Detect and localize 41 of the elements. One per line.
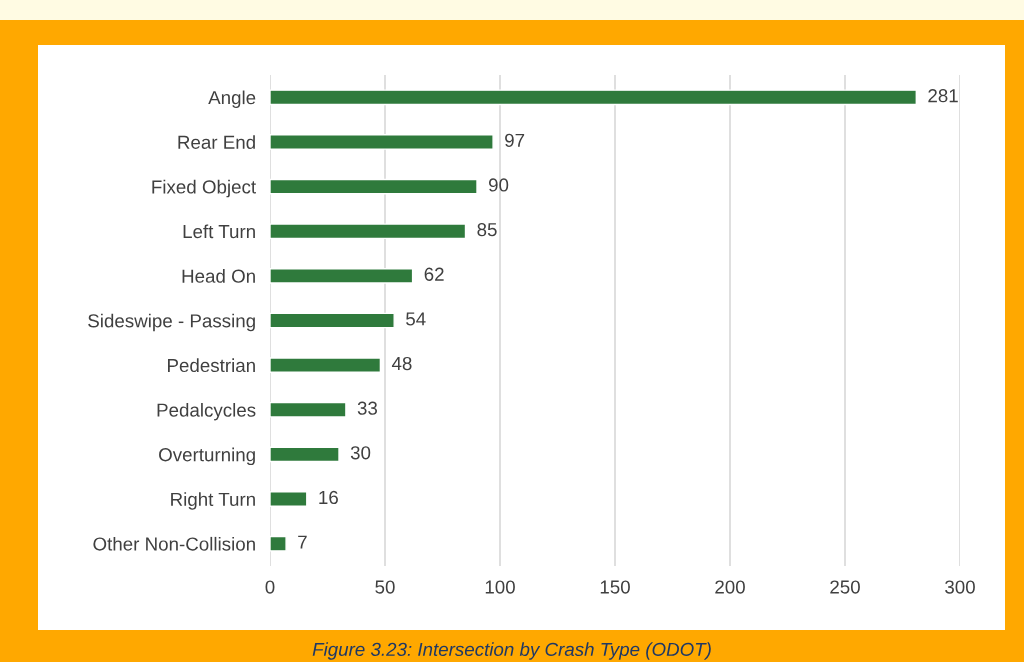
y-tick-label: Overturning bbox=[159, 447, 255, 466]
bar bbox=[270, 268, 414, 284]
bar bbox=[270, 357, 382, 373]
bar bbox=[270, 535, 287, 552]
caption: Figure 3.23: Intersection by Crash Type (ODOT) bbox=[312, 642, 711, 660]
bar bbox=[270, 134, 494, 150]
data-label: 85 bbox=[477, 222, 497, 237]
data-label: 48 bbox=[391, 356, 412, 371]
data-label: 16 bbox=[319, 490, 338, 505]
x-tick-label: 300 bbox=[945, 580, 975, 594]
x-tick-label: 200 bbox=[715, 580, 745, 594]
bar bbox=[270, 491, 308, 507]
x-tick-label: 0 bbox=[265, 580, 275, 594]
y-tick-label: Fixed Object bbox=[152, 179, 256, 198]
bar bbox=[270, 223, 467, 240]
data-label: 7 bbox=[298, 535, 307, 549]
data-label: 54 bbox=[406, 312, 426, 326]
y-tick-label: Left Turn bbox=[183, 224, 255, 239]
bar bbox=[270, 401, 347, 418]
y-tick-label: Other Non-Collision bbox=[93, 536, 255, 551]
bar bbox=[270, 446, 340, 463]
x-tick-label: 50 bbox=[375, 580, 395, 594]
x-tick-label: 250 bbox=[830, 580, 860, 594]
y-tick-label: Right Turn bbox=[171, 492, 255, 510]
y-tick-label: Head On bbox=[182, 269, 255, 283]
x-tick-label: 100 bbox=[485, 580, 515, 594]
bar bbox=[270, 178, 478, 195]
data-label: 30 bbox=[350, 446, 371, 460]
y-tick-label: Rear End bbox=[178, 135, 255, 149]
y-tick-label: Pedestrian bbox=[168, 358, 255, 373]
data-label: 281 bbox=[928, 89, 958, 103]
data-label: 33 bbox=[357, 401, 378, 415]
data-label: 62 bbox=[424, 267, 444, 281]
data-label: 90 bbox=[488, 178, 509, 192]
y-tick-label: Pedalcycles bbox=[157, 402, 256, 421]
bar bbox=[270, 89, 917, 106]
bar bbox=[270, 312, 395, 329]
x-tick-label: 150 bbox=[600, 580, 630, 594]
y-tick-label: Angle bbox=[208, 90, 256, 108]
y-tick-label: Sideswipe - Passing bbox=[88, 313, 255, 332]
data-label: 97 bbox=[505, 133, 525, 147]
